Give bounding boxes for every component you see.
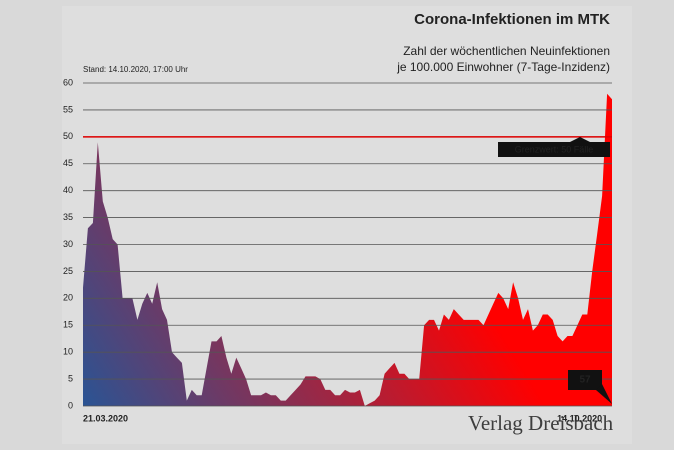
y-tick-label: 10 [63,347,73,357]
threshold-label: Grenzwert: 50 Fälle [515,144,594,154]
y-tick-label: 0 [68,400,73,410]
y-tick-label: 40 [63,185,73,195]
y-tick-label: 60 [63,77,73,87]
y-tick-label: 15 [63,320,73,330]
chart-title: Corona-Infektionen im MTK [414,11,610,28]
y-tick-label: 25 [63,266,73,276]
value-label-box [568,370,602,390]
subtitle: Zahl der wöchentlichen Neuinfektionen [403,44,610,58]
value-label: 57 [579,375,591,386]
subtitle: je 100.000 Einwohner (7-Tage-Inzidenz) [396,60,610,74]
area [83,93,612,407]
y-tick-label: 5 [68,373,73,383]
threshold-pointer [570,137,590,142]
value-label-pointer [596,384,612,404]
y-tick-label: 45 [63,158,73,168]
x-tick-label: 14.10.2020 [557,413,602,423]
y-tick-label: 20 [63,293,73,303]
y-tick-label: 30 [63,239,73,249]
x-tick-label: 21.03.2020 [83,413,128,423]
watermark: Verlag Dreisbach [468,411,614,435]
y-tick-label: 35 [63,212,73,222]
threshold-label-box [498,142,610,157]
y-tick-label: 55 [63,104,73,114]
y-tick-label: 50 [63,131,73,141]
note: Stand: 14.10.2020, 17:00 Uhr [83,65,188,74]
